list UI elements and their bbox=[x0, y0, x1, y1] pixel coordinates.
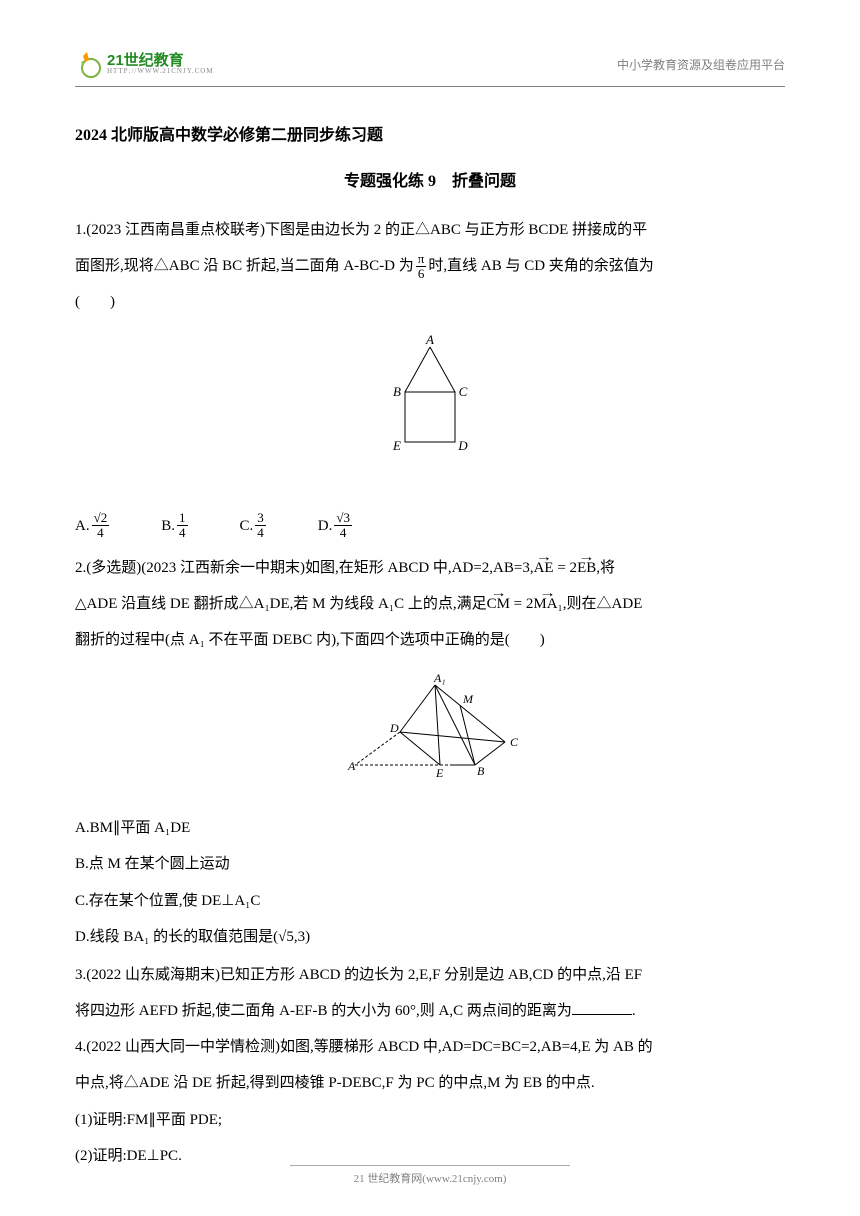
question-4: 4.(2022 山西大同一中学情检测)如图,等腰梯形 ABCD 中,AD=DC=… bbox=[75, 1029, 785, 1101]
svg-text:C: C bbox=[459, 384, 468, 399]
q2-figure: A A₁ B C D E M bbox=[75, 670, 785, 799]
q2-opt-a: A.BM∥平面 A₁DE bbox=[75, 811, 785, 846]
q3-line2-end: . bbox=[632, 1003, 636, 1019]
q4-part1: (1)证明:FM∥平面 PDE; bbox=[75, 1103, 785, 1138]
svg-text:A: A bbox=[425, 332, 434, 347]
q1-text-d: ( ) bbox=[75, 294, 115, 310]
q3-line1: 3.(2022 山东威海期末)已知正方形 ABCD 的边长为 2,E,F 分别是… bbox=[75, 967, 642, 983]
page-header: 21世纪教育 HTTP://WWW.21CNJY.COM 中小学教育资源及组卷应… bbox=[75, 50, 785, 78]
q4-parts: (1)证明:FM∥平面 PDE; (2)证明:DE⊥PC. bbox=[75, 1103, 785, 1174]
svg-text:E: E bbox=[392, 438, 401, 453]
svg-text:D: D bbox=[389, 721, 399, 735]
q4-line1: 4.(2022 山西大同一中学情检测)如图,等腰梯形 ABCD 中,AD=DC=… bbox=[75, 1039, 653, 1055]
q1-opt-a: A.√24 bbox=[75, 508, 111, 544]
q1-text-b: 面图形,现将△ABC 沿 BC 折起,当二面角 A-BC-D 为 bbox=[75, 258, 414, 274]
svg-text:A₁: A₁ bbox=[433, 671, 446, 685]
vec-cm: CM bbox=[487, 586, 510, 622]
q4-line2: 中点,将△ADE 沿 DE 折起,得到四棱锥 P-DEBC,F 为 PC 的中点… bbox=[75, 1075, 595, 1091]
q1-text-a: 1.(2023 江西南昌重点校联考)下图是由边长为 2 的正△ABC 与正方形 … bbox=[75, 222, 647, 238]
q2-options: A.BM∥平面 A₁DE B.点 M 在某个圆上运动 C.存在某个位置,使 DE… bbox=[75, 811, 785, 955]
subtitle: 专题强化练 9 折叠问题 bbox=[75, 163, 785, 201]
logo-main: 21世纪教育 bbox=[107, 53, 214, 68]
q2-line3: 翻折的过程中(点 A₁ 不在平面 DEBC 内),下面四个选项中正确的是( ) bbox=[75, 632, 545, 648]
q2-line1-a: 2.(多选题)(2023 江西新余一中期末)如图,在矩形 ABCD 中,AD=2… bbox=[75, 560, 534, 576]
q1-options: A.√24 B.14 C.34 D.√34 bbox=[75, 508, 785, 544]
page-footer: 21 世纪教育网(www.21cnjy.com) bbox=[0, 1165, 860, 1186]
q1-opt-d: D.√34 bbox=[318, 508, 354, 544]
q2-opt-d: D.线段 BA₁ 的长的取值范围是(√5,3) bbox=[75, 920, 785, 955]
logo-sub: HTTP://WWW.21CNJY.COM bbox=[107, 68, 214, 75]
footer-text: 21 世纪教育网(www.21cnjy.com) bbox=[354, 1173, 507, 1185]
q1-opt-b: B.14 bbox=[161, 508, 189, 544]
vec-ma1: MA₁ bbox=[533, 586, 562, 622]
question-1: 1.(2023 江西南昌重点校联考)下图是由边长为 2 的正△ABC 与正方形 … bbox=[75, 212, 785, 320]
svg-text:E: E bbox=[435, 766, 444, 780]
logo-text: 21世纪教育 HTTP://WWW.21CNJY.COM bbox=[107, 53, 214, 75]
svg-text:B: B bbox=[477, 764, 485, 778]
q1-figure: A B C D E bbox=[75, 332, 785, 496]
blank-answer bbox=[572, 1000, 632, 1015]
svg-text:B: B bbox=[393, 384, 401, 399]
q1-text-c: 时,直线 AB 与 CD 夹角的余弦值为 bbox=[428, 258, 653, 274]
header-right-text: 中小学教育资源及组卷应用平台 bbox=[617, 56, 785, 73]
q2-opt-b: B.点 M 在某个圆上运动 bbox=[75, 847, 785, 882]
svg-text:D: D bbox=[457, 438, 468, 453]
question-3: 3.(2022 山东威海期末)已知正方形 ABCD 的边长为 2,E,F 分别是… bbox=[75, 957, 785, 1029]
main-title: 2024 北师版高中数学必修第二册同步练习题 bbox=[75, 117, 785, 155]
vec-eb: EB bbox=[577, 550, 596, 586]
q3-line2: 将四边形 AEFD 折起,使二面角 A-EF-B 的大小为 60°,则 A,C … bbox=[75, 1003, 572, 1019]
header-divider bbox=[75, 86, 785, 87]
q2-line2-c: ,则在△ADE bbox=[563, 596, 643, 612]
q2-line2-a: △ADE 沿直线 DE 翻折成△A₁DE,若 M 为线段 A₁C 上的点,满足 bbox=[75, 596, 487, 612]
svg-text:C: C bbox=[510, 735, 519, 749]
svg-text:A: A bbox=[347, 759, 356, 773]
logo: 21世纪教育 HTTP://WWW.21CNJY.COM bbox=[75, 50, 214, 78]
q1-angle-frac: π6 bbox=[416, 252, 427, 282]
svg-text:M: M bbox=[462, 692, 474, 706]
question-2: 2.(多选题)(2023 江西新余一中期末)如图,在矩形 ABCD 中,AD=2… bbox=[75, 550, 785, 658]
q1-opt-c: C.34 bbox=[240, 508, 268, 544]
content: 2024 北师版高中数学必修第二册同步练习题 专题强化练 9 折叠问题 1.(2… bbox=[75, 117, 785, 1174]
logo-icon bbox=[75, 50, 103, 78]
q2-opt-c: C.存在某个位置,使 DE⊥A₁C bbox=[75, 884, 785, 919]
